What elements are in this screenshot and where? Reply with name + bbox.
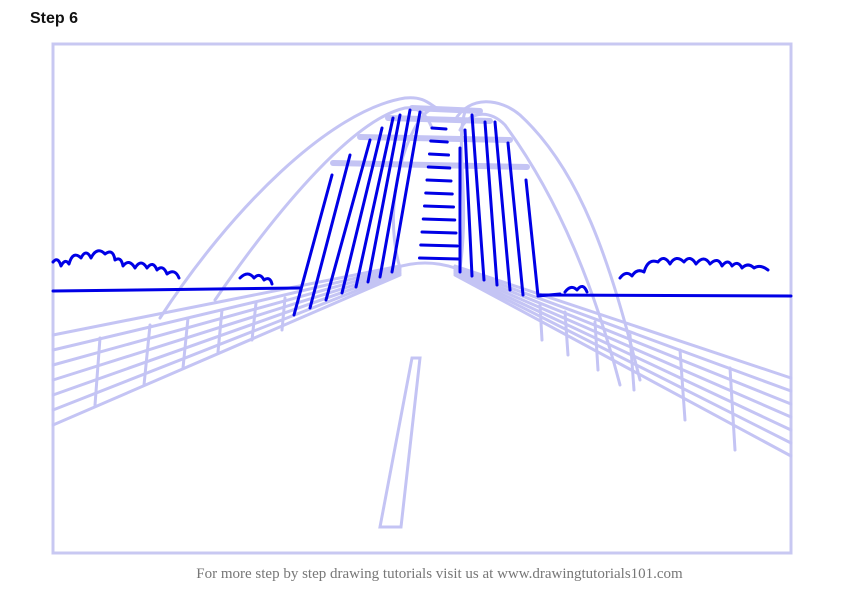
cable bbox=[483, 120, 499, 287]
railing-post bbox=[93, 336, 102, 407]
left-railing-line bbox=[51, 273, 402, 427]
right-railing-line bbox=[453, 270, 793, 432]
left-railing-line bbox=[51, 266, 402, 352]
cable bbox=[390, 110, 422, 274]
horizon-left bbox=[51, 286, 302, 293]
railing-post bbox=[563, 310, 570, 357]
guide-lines bbox=[51, 96, 793, 529]
road-center-line bbox=[378, 356, 422, 529]
cable bbox=[506, 141, 525, 297]
right-railing-line bbox=[453, 267, 793, 406]
railing-post bbox=[593, 320, 600, 372]
left-railing-line bbox=[51, 267, 402, 367]
railing-post bbox=[678, 348, 687, 422]
cable bbox=[324, 138, 372, 302]
cable bbox=[366, 113, 402, 284]
right-outer-arch bbox=[453, 100, 642, 382]
railing-post bbox=[181, 316, 190, 370]
tower-rung bbox=[430, 126, 448, 131]
trees-right bbox=[563, 257, 770, 294]
railing-post bbox=[538, 303, 544, 342]
cross-bar bbox=[385, 115, 493, 124]
tower-rung bbox=[419, 243, 459, 248]
cross-bar bbox=[330, 160, 530, 170]
cable bbox=[470, 113, 486, 282]
step-title: Step 6 bbox=[30, 10, 79, 27]
cable bbox=[354, 116, 395, 289]
tower-rung bbox=[421, 217, 457, 222]
deck-crest bbox=[393, 261, 457, 270]
right-railing-line bbox=[453, 272, 793, 445]
tower-rung bbox=[426, 165, 452, 170]
ink-lines bbox=[51, 108, 793, 317]
right-railing-line bbox=[453, 264, 793, 380]
tower-rung bbox=[423, 204, 455, 209]
left-outer-arch bbox=[158, 96, 442, 320]
left-railing-line bbox=[51, 264, 402, 337]
tower-rung bbox=[420, 230, 458, 235]
tower-rung bbox=[425, 178, 453, 183]
tower-rung bbox=[418, 256, 460, 261]
cable bbox=[463, 128, 474, 278]
tower-rung bbox=[429, 139, 449, 144]
drawing-frame bbox=[51, 42, 793, 555]
cable bbox=[308, 153, 352, 310]
railing-post bbox=[280, 296, 287, 332]
tower-rung bbox=[428, 152, 450, 157]
left-railing-line bbox=[51, 272, 402, 412]
horizon-right bbox=[538, 293, 793, 298]
right-railing-line bbox=[453, 273, 793, 458]
railing-post bbox=[216, 308, 224, 354]
cross-bar bbox=[409, 105, 483, 114]
cable bbox=[378, 108, 412, 279]
right-railing-line bbox=[453, 269, 793, 419]
railing-post bbox=[250, 301, 258, 342]
trees-left bbox=[51, 249, 274, 286]
railing-post bbox=[728, 366, 737, 452]
cable bbox=[340, 126, 384, 295]
tower-rung bbox=[424, 191, 454, 196]
right-inner-arch bbox=[458, 112, 622, 387]
cable bbox=[493, 120, 512, 292]
cable bbox=[292, 173, 334, 317]
cable bbox=[524, 178, 540, 298]
railing-post bbox=[142, 323, 152, 387]
right-railing-line bbox=[453, 266, 793, 393]
footer-credit: For more step by step drawing tutorials … bbox=[196, 566, 683, 582]
